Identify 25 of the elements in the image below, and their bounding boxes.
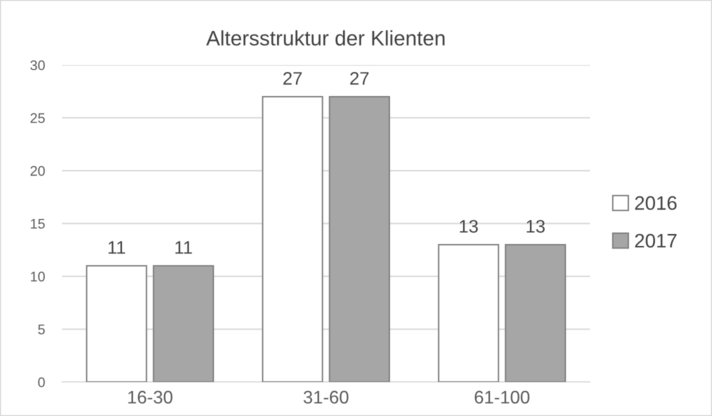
y-tick-label: 15 xyxy=(30,218,45,229)
y-tick-label: 10 xyxy=(30,272,45,282)
x-tick-label: 61-100 xyxy=(474,390,530,404)
y-tick-label: 20 xyxy=(30,166,45,176)
bar xyxy=(328,96,390,382)
data-label: 13 xyxy=(526,220,545,233)
bar xyxy=(504,244,566,382)
bar xyxy=(262,96,324,382)
bar xyxy=(438,244,500,382)
data-label: 27 xyxy=(283,72,302,85)
x-tick-label: 16-30 xyxy=(128,390,172,404)
bar xyxy=(86,265,148,382)
y-tick-label: 5 xyxy=(38,324,45,334)
data-label: 11 xyxy=(108,241,126,254)
legend-label: 2017 xyxy=(635,234,676,248)
y-tick-label: 0 xyxy=(38,377,45,388)
data-label: 11 xyxy=(175,241,192,254)
chart-title: Altersstruktur der Klienten xyxy=(206,30,444,46)
data-label: 13 xyxy=(460,220,478,233)
legend-label: 2016 xyxy=(635,196,677,210)
y-tick-label: 25 xyxy=(30,113,45,124)
bar xyxy=(152,265,214,382)
x-tick-label: 31-60 xyxy=(304,390,348,404)
data-label: 27 xyxy=(350,72,369,85)
y-tick-label: 30 xyxy=(30,60,45,70)
